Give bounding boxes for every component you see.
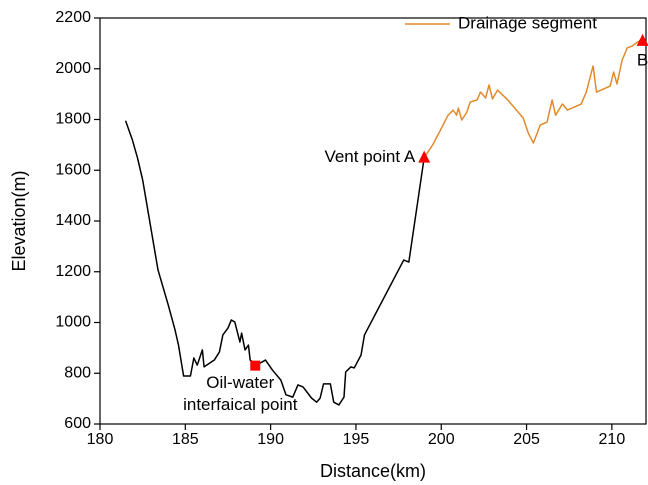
marker [636,33,648,46]
y-axis-title: Elevation(m) [9,170,29,271]
y-tick-label: 1000 [55,314,91,331]
marker-label: interfaical point [183,395,298,414]
y-tick-label: 2000 [55,60,91,77]
x-tick-label: 190 [257,431,284,448]
y-tick-label: 600 [64,415,91,432]
marker [250,360,261,371]
y-tick-label: 1200 [55,263,91,280]
marker-label: B [637,50,648,69]
marker-label: Oil-water [206,373,274,392]
y-tick-label: 1800 [55,111,91,128]
x-tick-label: 180 [87,431,114,448]
x-axis-title: Distance(km) [320,461,426,481]
series-line [423,39,642,158]
y-tick-label: 1400 [55,212,91,229]
marker [418,150,431,163]
legend-label: Drainage segment [458,13,597,32]
x-tick-label: 185 [172,431,199,448]
x-tick-label: 195 [343,431,370,448]
x-tick-label: 205 [513,431,540,448]
series-line [124,120,425,406]
x-tick-label: 210 [599,431,626,448]
marker-label: Vent point A [324,147,415,166]
x-tick-label: 200 [428,431,455,448]
y-tick-label: 2200 [55,9,91,26]
y-tick-label: 800 [64,364,91,381]
y-tick-label: 1600 [55,161,91,178]
